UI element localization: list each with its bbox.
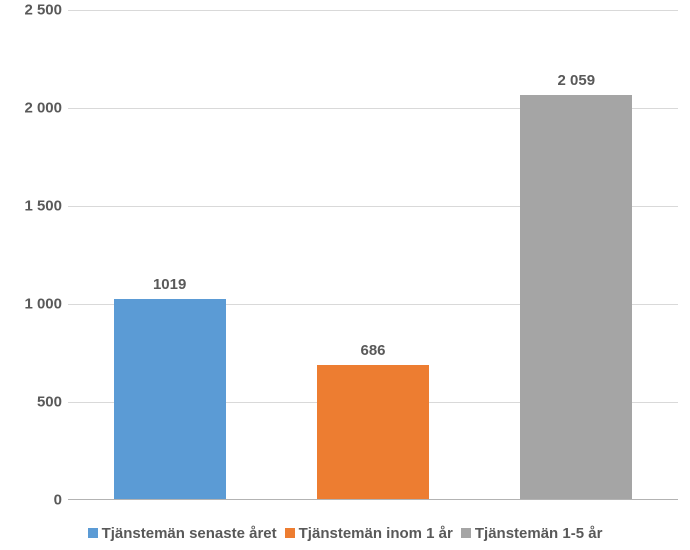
- y-axis-tick-label: 0: [2, 492, 62, 509]
- legend-label: Tjänstemän 1-5 år: [475, 525, 603, 542]
- bar: [114, 299, 226, 499]
- bar: [520, 95, 632, 499]
- chart-container: Tjänstemän senaste året Tjänstemän inom 1…: [0, 0, 690, 550]
- y-axis-tick-label: 500: [2, 394, 62, 411]
- y-axis-tick-label: 1 500: [2, 198, 62, 215]
- bar-value-label: 2 059: [506, 72, 646, 89]
- gridline: [68, 10, 678, 11]
- legend-item: Tjänstemän senaste året: [88, 525, 277, 542]
- legend-label: Tjänstemän inom 1 år: [299, 525, 453, 542]
- legend-swatch: [285, 528, 295, 538]
- legend: Tjänstemän senaste året Tjänstemän inom 1…: [0, 525, 690, 542]
- legend-label: Tjänstemän senaste året: [102, 525, 277, 542]
- bar: [317, 365, 429, 499]
- legend-swatch: [461, 528, 471, 538]
- legend-swatch: [88, 528, 98, 538]
- legend-item: Tjänstemän inom 1 år: [285, 525, 453, 542]
- bar-value-label: 686: [303, 342, 443, 359]
- y-axis-tick-label: 2 500: [2, 2, 62, 19]
- bar-value-label: 1019: [100, 276, 240, 293]
- y-axis-tick-label: 1 000: [2, 296, 62, 313]
- legend-item: Tjänstemän 1-5 år: [461, 525, 603, 542]
- y-axis-tick-label: 2 000: [2, 100, 62, 117]
